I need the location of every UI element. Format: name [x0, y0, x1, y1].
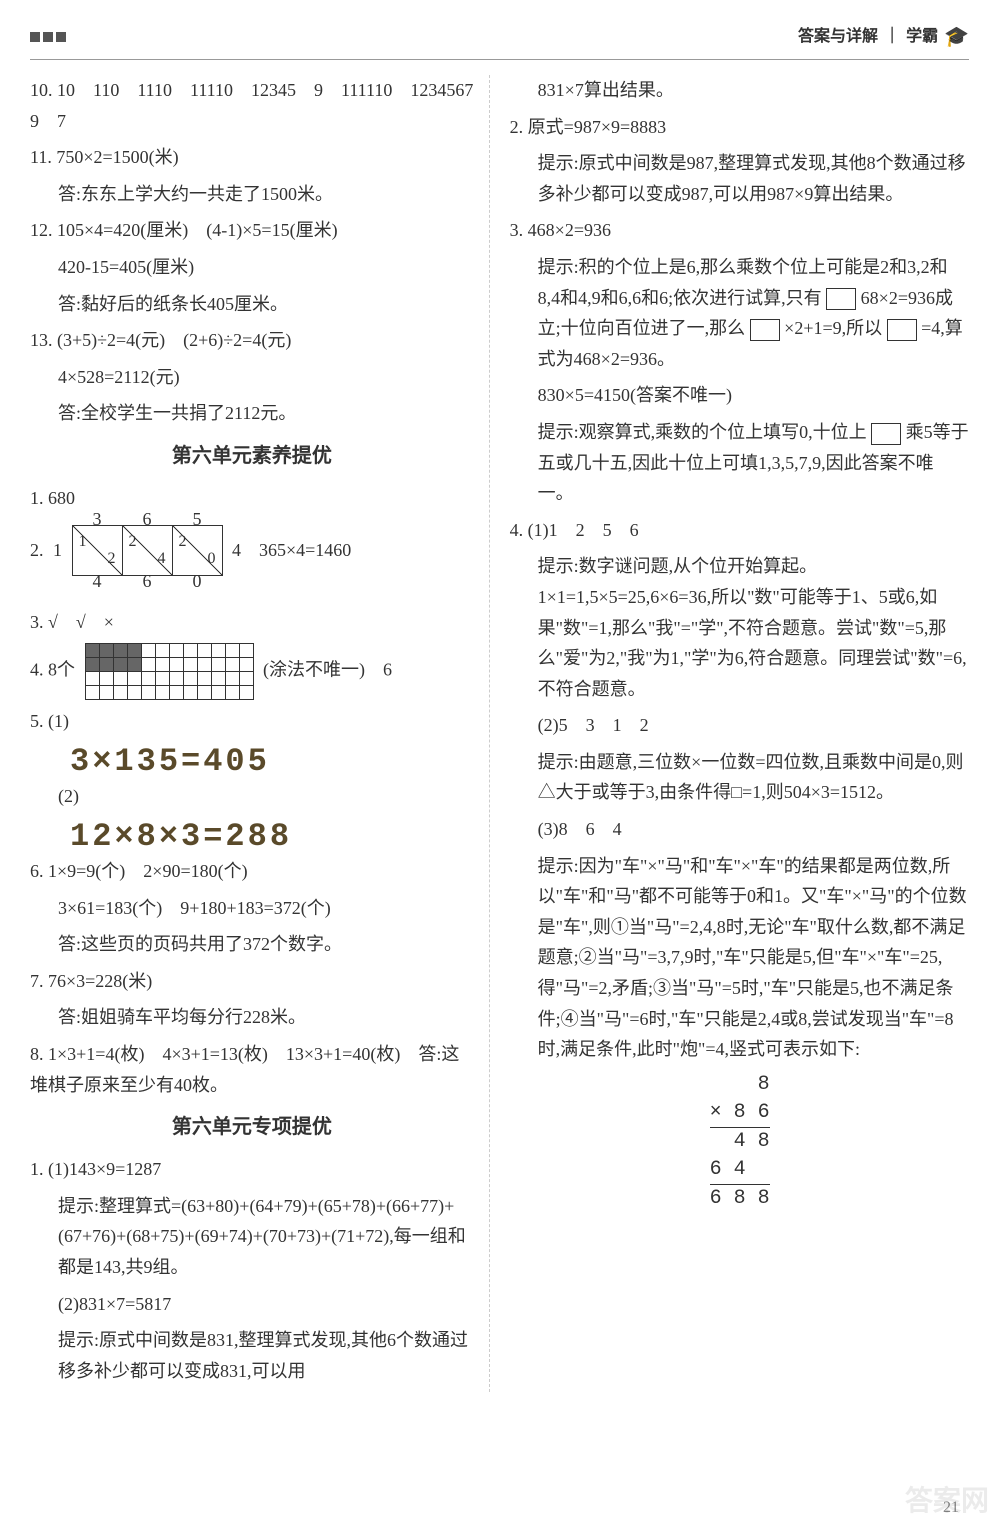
- s4-b: (涂法不唯一) 6: [263, 660, 392, 680]
- r3-b3: ×2+1=9,所以: [784, 318, 882, 338]
- lattice-grid: 3124 6246 5200: [72, 525, 223, 576]
- q10: 10. 10 110 1110 11110 12345 9 111110 123…: [30, 75, 474, 136]
- q11-ans: 答:东东上学大约一共走了1500米。: [30, 179, 474, 210]
- c20: 2: [179, 528, 187, 555]
- section-6-title: 第六单元素养提优: [30, 439, 474, 473]
- lt1: 6: [123, 504, 172, 535]
- q12-line1: 12. 105×4=420(厘米) (4-1)×5=15(厘米): [30, 215, 474, 246]
- match-expr-2: 12×8×3=288: [30, 818, 474, 856]
- r4-f: 提示:因为"车"×"马"和"车"×"车"的结果都是两位数,所以"车"和"马"都不…: [510, 851, 969, 1065]
- r4-a: 4. (1)1 2 5 6: [510, 515, 969, 546]
- r3-b: 提示:积的个位上是6,那么乘数个位上可能是2和3,2和8,4和4,9和6,6和6…: [510, 252, 969, 374]
- va-r3: 4 8: [710, 1127, 770, 1156]
- q13-ans: 答:全校学生一共捐了2112元。: [30, 398, 474, 429]
- match-expr-1: 3×135=405: [30, 743, 474, 781]
- r3-a: 3. 468×2=936: [510, 215, 969, 246]
- s7-a: 7. 76×3=228(米): [30, 966, 474, 997]
- s2-num: 2.: [30, 535, 44, 566]
- r1-d2: 831×7算出结果。: [510, 75, 969, 106]
- blank-box-1: [826, 288, 856, 310]
- r3-d: 提示:观察算式,乘数的个位上填写0,十位上 乘5等于五或几十五,因此十位上可填1…: [510, 417, 969, 509]
- lb0: 4: [73, 566, 122, 597]
- right-column: 831×7算出结果。 2. 原式=987×9=8883 提示:原式中间数是987…: [510, 75, 969, 1392]
- blank-box-4: [871, 423, 901, 445]
- blank-box-2: [750, 319, 780, 341]
- va-r4: 6 4: [710, 1156, 770, 1184]
- s6-c: 答:这些页的页码共用了372个数字。: [30, 929, 474, 960]
- r4-e: (3)8 6 4: [510, 814, 969, 845]
- r2-b: 提示:原式中间数是987,整理算式发现,其他8个数通过移多补少都可以变成987,…: [510, 148, 969, 209]
- s5-1: 5. (1): [30, 706, 474, 737]
- lt0: 3: [73, 504, 122, 535]
- header-title: 答案与详解 ｜ 学霸 🎓: [798, 20, 969, 54]
- s8: 8. 1×3+1=4(枚) 4×3+1=13(枚) 13×3+1=40(枚) 答…: [30, 1039, 474, 1100]
- s7-b: 答:姐姐骑车平均每分行228米。: [30, 1002, 474, 1033]
- c00: 1: [79, 528, 87, 555]
- r4-d: 提示:由题意,三位数×一位数=四位数,且乘数中间是0,则△大于或等于3,由条件得…: [510, 747, 969, 808]
- vertical-arithmetic: 8 × 8 6 4 8 6 4 6 8 8: [710, 1071, 770, 1213]
- c01: 2: [108, 545, 116, 572]
- s5-2-label: (2): [30, 781, 474, 812]
- header-text: 答案与详解: [798, 23, 878, 50]
- c10: 2: [129, 528, 137, 555]
- p1-a: 1. (1)143×9=1287: [30, 1154, 474, 1185]
- q12-line2: 420-15=405(厘米): [30, 252, 474, 283]
- header-decor: [30, 32, 66, 42]
- p1-b: 提示:整理算式=(63+80)+(64+79)+(65+78)+(66+77)+…: [30, 1191, 474, 1283]
- graduation-cap-icon: 🎓: [944, 20, 969, 54]
- s4: 4. 8个 (涂法不唯一) 6: [30, 643, 474, 700]
- r4-b: 提示:数字谜问题,从个位开始算起。1×1=1,5×5=25,6×6=36,所以"…: [510, 551, 969, 704]
- s2: 2. 1 3124 6246 5200 4 365×4=1460: [30, 520, 474, 581]
- q13-line1: 13. (3+5)÷2=4(元) (2+6)÷2=4(元): [30, 325, 474, 356]
- s3: 3. √ √ ×: [30, 607, 474, 638]
- section-6b-title: 第六单元专项提优: [30, 1110, 474, 1144]
- c21: 0: [208, 545, 216, 572]
- va-r2: × 8 6: [710, 1099, 770, 1127]
- lb2: 0: [173, 566, 222, 597]
- s6-a: 6. 1×9=9(个) 2×90=180(个): [30, 856, 474, 887]
- q13-line2: 4×528=2112(元): [30, 362, 474, 393]
- r3-c: 830×5=4150(答案不唯一): [510, 380, 969, 411]
- left-column: 10. 10 110 1110 11110 12345 9 111110 123…: [30, 75, 490, 1392]
- p1-d: 提示:原式中间数是831,整理算式发现,其他6个数通过移多补少都可以变成831,…: [30, 1325, 474, 1386]
- r4-c: (2)5 3 1 2: [510, 710, 969, 741]
- watermark: 答案网: [905, 1478, 989, 1526]
- blank-box-3: [887, 319, 917, 341]
- r2-a: 2. 原式=987×9=8883: [510, 112, 969, 143]
- brand-text: 学霸: [906, 23, 938, 50]
- p1-c: (2)831×7=5817: [30, 1289, 474, 1320]
- r3-d-t: 提示:观察算式,乘数的个位上填写0,十位上: [538, 422, 867, 442]
- q11-line1: 11. 750×2=1500(米): [30, 142, 474, 173]
- s4-a: 4. 8个: [30, 660, 75, 680]
- s2-left: 1: [53, 535, 62, 566]
- c11: 4: [158, 545, 166, 572]
- va-r1: 8: [710, 1071, 770, 1099]
- s5-1-label: 5. (1): [30, 711, 69, 731]
- color-grid: [85, 643, 254, 700]
- lb1: 6: [123, 566, 172, 597]
- va-r5: 6 8 8: [710, 1184, 770, 1213]
- page-header: 答案与详解 ｜ 学霸 🎓: [30, 20, 969, 60]
- lt2: 5: [173, 504, 222, 535]
- s6-b: 3×61=183(个) 9+180+183=372(个): [30, 893, 474, 924]
- s2-right: 4 365×4=1460: [232, 535, 351, 566]
- q12-ans: 答:黏好后的纸条长405厘米。: [30, 289, 474, 320]
